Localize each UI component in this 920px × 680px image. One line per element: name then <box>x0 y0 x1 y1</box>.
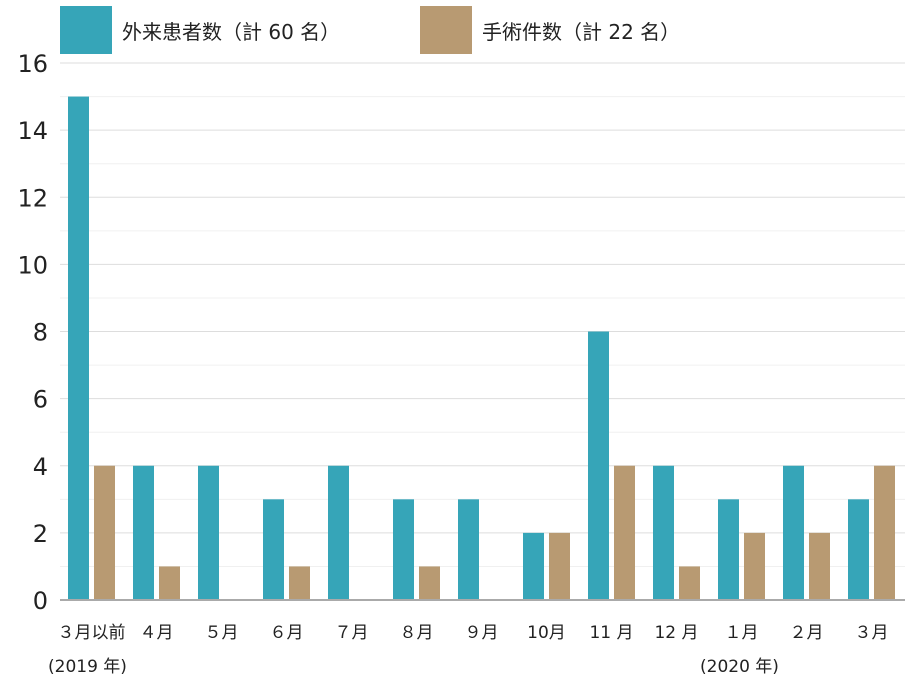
legend-swatch-surgeries <box>420 6 472 54</box>
y-tick-label: 12 <box>17 184 48 212</box>
year-note-2019: (2019 年) <box>48 657 127 677</box>
bar-outpatients <box>783 465 804 600</box>
legend-item-outpatients: 外来患者数（計 60 名） <box>60 6 340 54</box>
legend-item-surgeries: 手術件数（計 22 名） <box>420 6 680 54</box>
year-note-2020: (2020 年) <box>700 657 779 677</box>
x-tick-label: １月 <box>725 623 759 643</box>
legend-label-surgeries: 手術件数（計 22 名） <box>482 19 681 44</box>
x-tick-label: 11 月 <box>589 623 633 643</box>
bar-outpatients <box>68 96 89 600</box>
y-tick-label: 14 <box>17 117 48 145</box>
y-tick-label: 8 <box>33 319 48 347</box>
bar-surgeries <box>809 532 830 600</box>
bar-outpatients <box>588 331 609 600</box>
bar-surgeries <box>744 532 765 600</box>
x-tick-label: ７月 <box>335 623 369 643</box>
x-tick-label: ５月 <box>205 623 239 643</box>
bar-outpatients <box>393 499 414 600</box>
x-tick-label: ３月以前 <box>58 623 126 643</box>
bar-outpatients <box>198 465 219 600</box>
x-tick-label: ８月 <box>400 623 434 643</box>
bar-surgeries <box>874 465 895 600</box>
y-tick-label: 10 <box>17 251 48 279</box>
bar-outpatients <box>718 499 739 600</box>
legend-label-outpatients: 外来患者数（計 60 名） <box>122 19 341 44</box>
x-tick-label: ３月 <box>855 623 889 643</box>
bar-surgeries <box>549 532 570 600</box>
bar-outpatients <box>523 532 544 600</box>
x-tick-label: ９月 <box>465 623 499 643</box>
legend-swatch-outpatients <box>60 6 112 54</box>
bar-surgeries <box>679 566 700 600</box>
bar-outpatients <box>263 499 284 600</box>
x-tick-label: ４月 <box>140 623 174 643</box>
y-tick-label: 0 <box>33 587 48 615</box>
y-tick-label: 2 <box>33 520 48 548</box>
bar-outpatients <box>133 465 154 600</box>
x-tick-label: ６月 <box>270 623 304 643</box>
y-tick-label: 6 <box>33 386 48 414</box>
y-tick-label: 16 <box>17 50 48 78</box>
bar-surgeries <box>159 566 180 600</box>
x-tick-label: ２月 <box>790 623 824 643</box>
y-tick-label: 4 <box>33 453 48 481</box>
bar-outpatients <box>328 465 349 600</box>
bar-surgeries <box>614 465 635 600</box>
x-tick-label: 12 月 <box>654 623 698 643</box>
x-tick-label: 10月 <box>527 623 566 643</box>
bar-outpatients <box>458 499 479 600</box>
bar-outpatients <box>653 465 674 600</box>
bar-surgeries <box>419 566 440 600</box>
bar-outpatients <box>848 499 869 600</box>
bar-surgeries <box>94 465 115 600</box>
bar-surgeries <box>289 566 310 600</box>
